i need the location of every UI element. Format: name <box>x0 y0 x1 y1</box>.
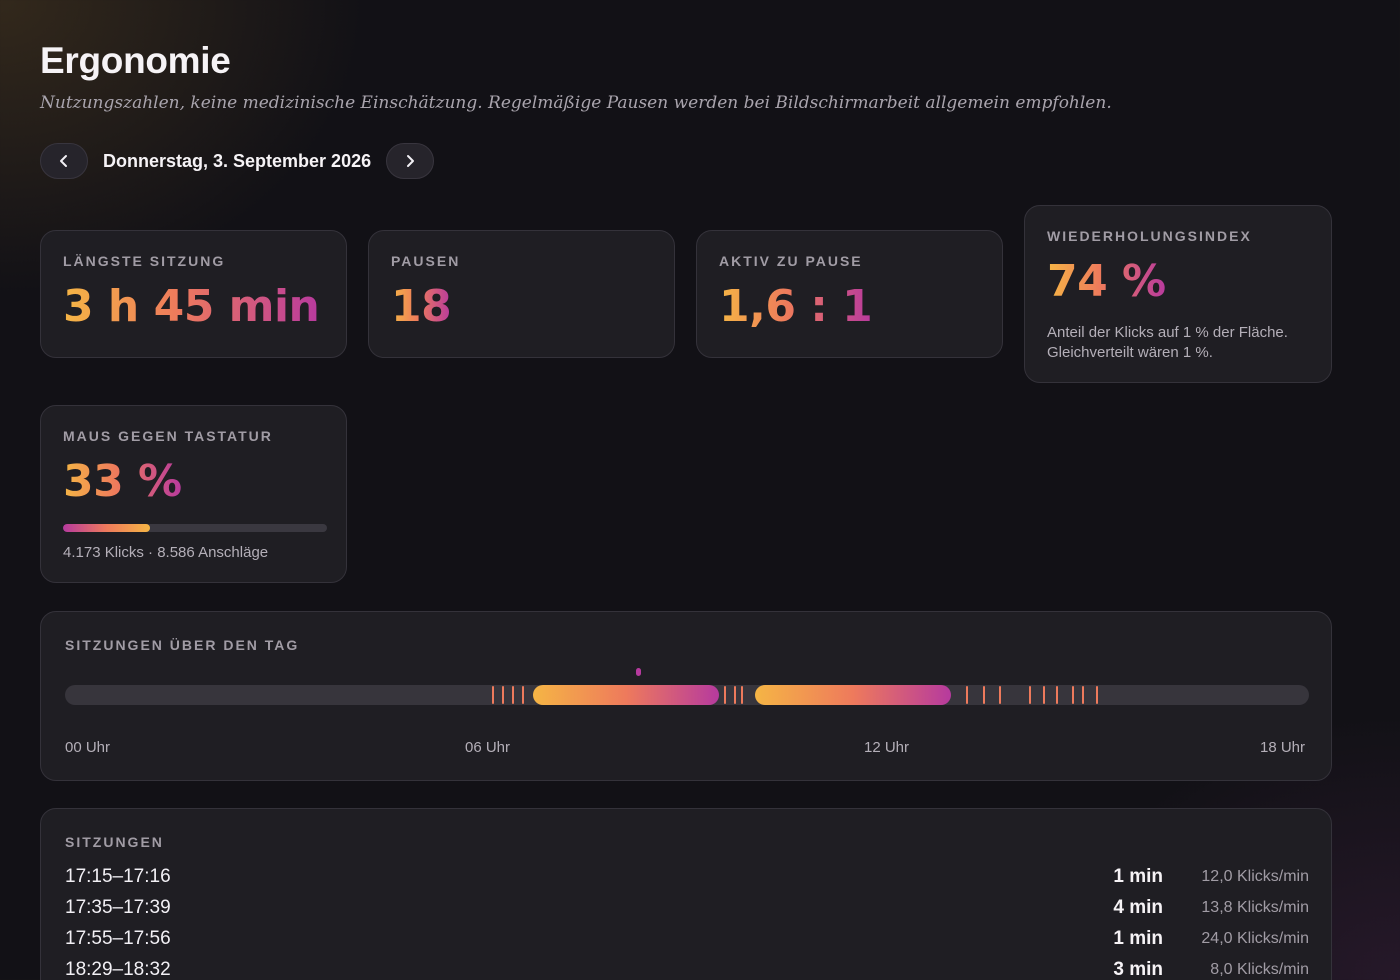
page-title: Ergonomie <box>40 40 231 81</box>
timeline-break-tick <box>999 686 1002 704</box>
axis-label-06: 06 Uhr <box>465 739 511 756</box>
session-row: 18:29–18:32 3 min 8,0 Klicks/min <box>65 959 1309 980</box>
active-ratio-card: Aktiv zu Pause 1,6 : 1 <box>696 230 1003 358</box>
timeline-break-tick <box>521 686 524 704</box>
session-row: 17:55–17:56 1 min 24,0 Klicks/min <box>65 928 1309 959</box>
session-time: 18:29–18:32 <box>65 959 171 980</box>
timeline-break-tick <box>501 686 504 704</box>
repetition-desc-line-1: Anteil der Klicks auf 1 % der Fläche. <box>1047 324 1288 341</box>
session-duration: 4 min <box>1113 897 1163 918</box>
breaks-value: 18 <box>391 281 452 332</box>
chevron-left-icon <box>57 154 71 168</box>
timeline-break-tick <box>966 686 969 704</box>
next-day-button[interactable] <box>386 143 435 179</box>
mouse-keyboard-bar <box>63 524 327 532</box>
sessions-timeline-card: Sitzungen über den Tag 00 Uhr 06 Uhr 12 … <box>40 611 1332 781</box>
session-click-rate: 8,0 Klicks/min <box>1210 961 1309 978</box>
session-click-rate: 12,0 Klicks/min <box>1201 868 1309 885</box>
timeline-break-tick <box>1082 686 1085 704</box>
session-time: 17:15–17:16 <box>65 866 171 887</box>
chevron-right-icon <box>403 154 417 168</box>
timeline-break-tick <box>511 686 514 704</box>
longest-session-value: 3 h 45 min <box>63 281 320 332</box>
timeline-break-tick <box>1055 686 1058 704</box>
repetition-desc-line-2: Gleichverteilt wären 1 %. <box>1047 344 1213 361</box>
timeline-break-tick <box>1042 686 1045 704</box>
mouse-keyboard-bar-fill <box>63 524 151 532</box>
page-subtitle: Nutzungszahlen, keine medizinische Einsc… <box>40 93 1112 113</box>
axis-label-18: 18 Uhr <box>1260 739 1306 756</box>
repetition-index-description: Anteil der Klicks auf 1 % der Fläche. Gl… <box>1047 323 1317 363</box>
longest-session-card: Längste Sitzung 3 h 45 min <box>40 230 347 358</box>
mouse-keyboard-label: Maus gegen Tastatur <box>63 428 273 444</box>
session-row: 17:35–17:39 4 min 13,8 Klicks/min <box>65 897 1309 928</box>
axis-label-00: 00 Uhr <box>65 739 111 756</box>
date-navigation: Donnerstag, 3. September 2026 <box>40 143 435 179</box>
active-ratio-value: 1,6 : 1 <box>719 281 873 332</box>
sessions-list-card: Sitzungen 17:15–17:16 1 min 12,0 Klicks/… <box>40 808 1332 980</box>
timeline-break-tick <box>1029 686 1032 704</box>
breaks-card: Pausen 18 <box>368 230 675 358</box>
timeline-break-tick <box>740 686 743 704</box>
repetition-index-label: Wiederholungsindex <box>1047 228 1252 244</box>
breaks-label: Pausen <box>391 253 461 269</box>
timeline-marker <box>636 668 642 676</box>
session-time: 17:55–17:56 <box>65 928 171 949</box>
sessions-timeline-label: Sitzungen über den Tag <box>65 637 300 653</box>
mouse-keyboard-detail: 4.173 Klicks · 8.586 Anschläge <box>63 544 269 561</box>
previous-day-button[interactable] <box>40 143 88 179</box>
timeline-break-tick <box>1072 686 1075 704</box>
session-duration: 1 min <box>1113 866 1163 887</box>
timeline-break-tick <box>724 686 727 704</box>
axis-label-12: 12 Uhr <box>864 739 910 756</box>
session-click-rate: 24,0 Klicks/min <box>1201 930 1309 947</box>
session-row: 17:15–17:16 1 min 12,0 Klicks/min <box>65 866 1309 897</box>
timeline-session-segment[interactable] <box>755 685 951 705</box>
timeline-session-segment[interactable] <box>532 685 719 705</box>
longest-session-label: Längste Sitzung <box>63 253 226 269</box>
repetition-index-card: Wiederholungsindex 74 % Anteil der Klick… <box>1024 205 1332 383</box>
mouse-keyboard-value: 33 % <box>63 456 182 507</box>
timeline-break-tick <box>734 686 737 704</box>
session-duration: 1 min <box>1113 928 1163 949</box>
timeline-break-tick <box>1095 686 1098 704</box>
sessions-list-label: Sitzungen <box>65 834 164 850</box>
session-duration: 3 min <box>1113 959 1163 980</box>
timeline-break-tick <box>982 686 985 704</box>
session-click-rate: 13,8 Klicks/min <box>1201 899 1309 916</box>
current-date: Donnerstag, 3. September 2026 <box>103 150 372 171</box>
session-time: 17:35–17:39 <box>65 897 171 918</box>
mouse-keyboard-card: Maus gegen Tastatur 33 % 4.173 Klicks · … <box>40 405 347 583</box>
timeline-break-tick <box>491 686 494 704</box>
active-ratio-label: Aktiv zu Pause <box>719 253 863 269</box>
repetition-index-value: 74 % <box>1047 256 1166 307</box>
